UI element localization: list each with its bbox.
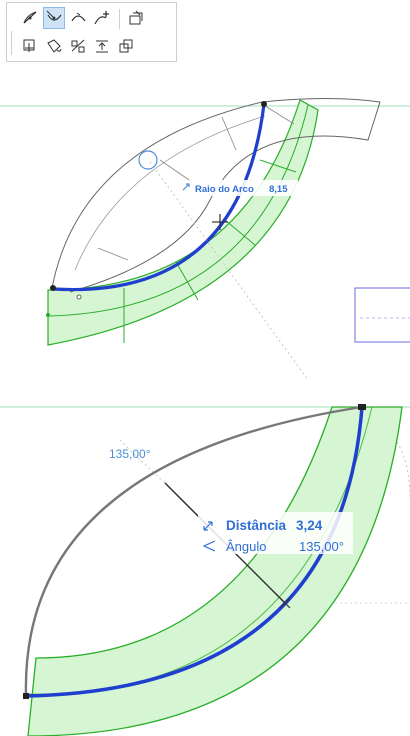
grid-line bbox=[160, 160, 192, 182]
angle-value: 135,00° bbox=[299, 539, 344, 554]
elevate-icon bbox=[93, 37, 111, 55]
angle-label: Ângulo bbox=[226, 539, 266, 554]
edit-toolbar bbox=[6, 2, 177, 62]
adjacent-shape bbox=[355, 288, 410, 342]
tracker-label: Raio do Arco bbox=[195, 184, 254, 195]
distance-value: 3,24 bbox=[296, 518, 323, 533]
drawing-view-distance[interactable]: 135,00° Distância 3,24 Ângulo 135,00° bbox=[0, 390, 410, 736]
offset-node[interactable] bbox=[46, 313, 50, 317]
arc-endpoint[interactable] bbox=[50, 285, 56, 291]
add-node-tool-button[interactable] bbox=[91, 7, 113, 29]
multiply-tool-button[interactable] bbox=[115, 35, 137, 57]
arc-endpoint[interactable] bbox=[358, 404, 366, 410]
arc-radius-icon bbox=[45, 9, 63, 27]
elevate-tool-button[interactable] bbox=[91, 35, 113, 57]
angle-annotation: 135,00° bbox=[109, 447, 151, 461]
move-tool-button[interactable] bbox=[19, 35, 41, 57]
tracker-value: 8,15 bbox=[269, 184, 288, 195]
distance-label: Distância bbox=[226, 518, 287, 533]
offset-shape-icon bbox=[127, 9, 145, 27]
move-icon bbox=[21, 37, 39, 55]
radius-tracker: Raio do Arco 8,15 bbox=[178, 180, 298, 196]
multiply-icon bbox=[117, 37, 135, 55]
add-node-icon bbox=[93, 9, 111, 27]
drawing-view-arc-radius[interactable]: Raio do Arco 8,15 bbox=[0, 80, 410, 380]
mirror-tool-button[interactable] bbox=[67, 35, 89, 57]
arc-endpoint[interactable] bbox=[261, 101, 267, 107]
offset-node[interactable] bbox=[77, 295, 81, 299]
offset-shape-tool-button[interactable] bbox=[125, 7, 147, 29]
arc-adjust-icon bbox=[21, 9, 39, 27]
arc-adjust-tool-button[interactable] bbox=[19, 7, 41, 29]
mirror-icon bbox=[69, 37, 87, 55]
grid-line bbox=[262, 104, 294, 124]
grid-line bbox=[222, 117, 236, 150]
arc-curve-icon bbox=[69, 9, 87, 27]
arc-radius-tool-button[interactable] bbox=[43, 7, 65, 29]
rotate-tool-button[interactable] bbox=[43, 35, 65, 57]
arc-endpoint[interactable] bbox=[23, 693, 29, 699]
arc-center-marker[interactable] bbox=[139, 151, 157, 169]
offset-arc-band-fill bbox=[28, 407, 402, 736]
grid-line bbox=[98, 248, 128, 260]
arc-curve-tool-button[interactable] bbox=[67, 7, 89, 29]
rotate-icon bbox=[45, 37, 63, 55]
distance-tracker: Distância 3,24 Ângulo 135,00° bbox=[198, 512, 353, 554]
offset-arc-band-fill bbox=[48, 100, 318, 345]
